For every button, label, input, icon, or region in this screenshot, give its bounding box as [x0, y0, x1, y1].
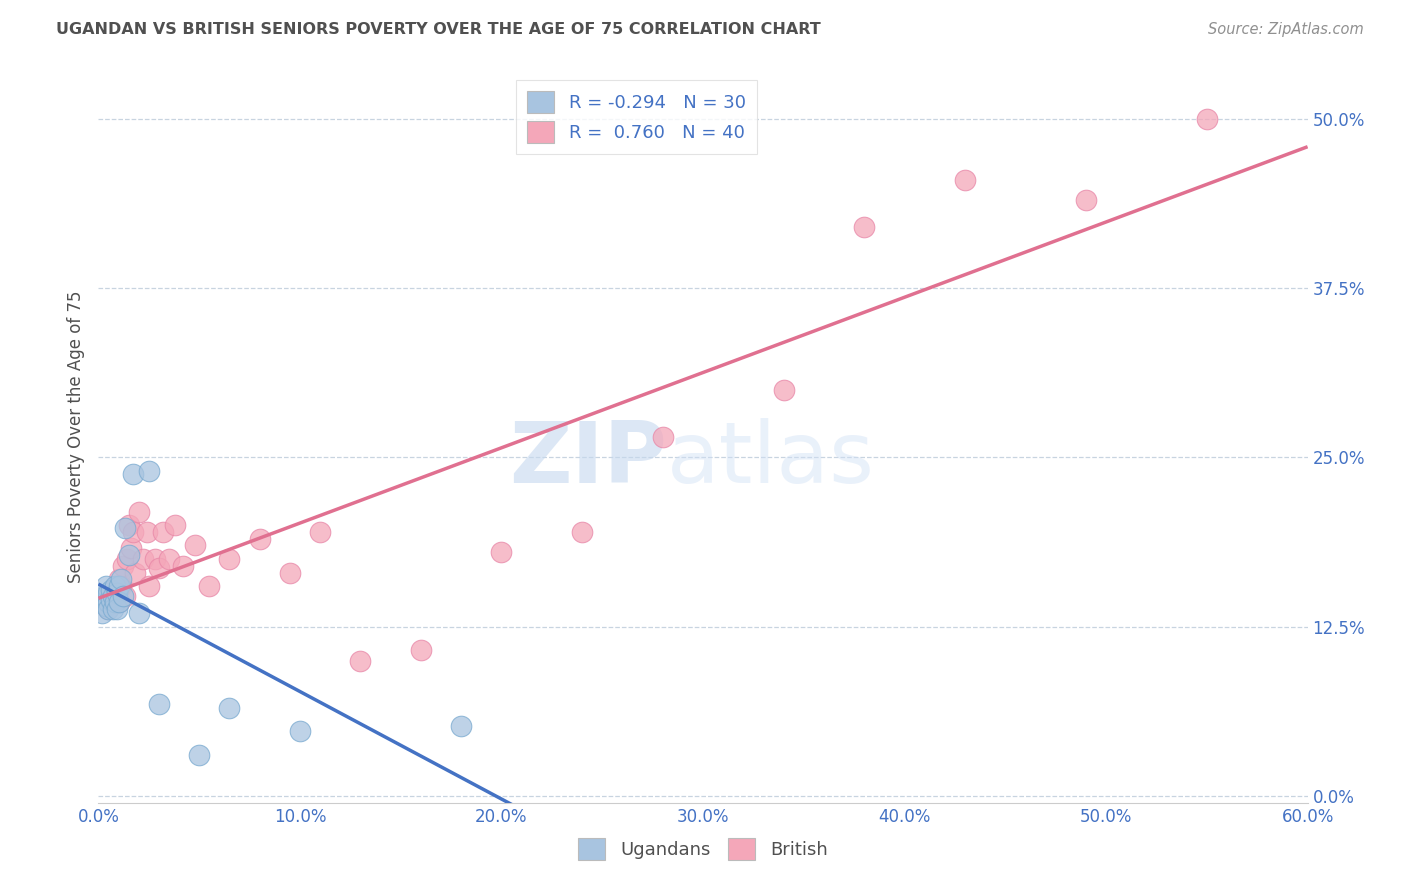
Point [132, 552, 155, 566]
Point [100, 583, 122, 598]
Point [103, 589, 125, 603]
Point [143, 552, 166, 566]
Point [101, 595, 124, 609]
Point [128, 505, 150, 519]
Point [100, 592, 122, 607]
Y-axis label: Seniors Poverty Over the Age of 75: Seniors Poverty Over the Age of 75 [66, 291, 84, 583]
Point [121, 467, 143, 481]
Point [97, 602, 120, 616]
Text: ZIP: ZIP [509, 417, 666, 500]
Point [138, 464, 160, 478]
Point [111, 558, 134, 573]
Point [110, 572, 132, 586]
Point [105, 586, 128, 600]
Point [103, 579, 125, 593]
Point [450, 718, 472, 732]
Point [288, 724, 311, 739]
Point [93, 589, 115, 603]
Point [107, 595, 129, 609]
Point [853, 220, 876, 235]
Point [97, 595, 120, 609]
Point [148, 697, 170, 711]
Point [218, 701, 240, 715]
Point [152, 524, 174, 539]
Point [188, 748, 211, 763]
Point [409, 642, 432, 657]
Point [91, 592, 114, 607]
Point [91, 606, 114, 620]
Point [114, 589, 136, 603]
Point [105, 602, 128, 616]
Point [491, 545, 513, 559]
Point [309, 524, 332, 539]
Point [157, 552, 180, 566]
Point [138, 579, 160, 593]
Point [118, 548, 141, 562]
Point [128, 606, 150, 620]
Point [198, 579, 221, 593]
Point [163, 518, 186, 533]
Point [107, 579, 129, 593]
Point [1074, 193, 1097, 207]
Point [96, 599, 118, 614]
Point [101, 589, 124, 603]
Text: UGANDAN VS BRITISH SENIORS POVERTY OVER THE AGE OF 75 CORRELATION CHART: UGANDAN VS BRITISH SENIORS POVERTY OVER … [56, 22, 821, 37]
Point [103, 595, 125, 609]
Point [1195, 112, 1218, 126]
Point [105, 579, 128, 593]
Point [135, 524, 157, 539]
Point [101, 602, 124, 616]
Point [148, 561, 170, 575]
Text: Source: ZipAtlas.com: Source: ZipAtlas.com [1208, 22, 1364, 37]
Point [121, 524, 143, 539]
Point [172, 558, 194, 573]
Point [110, 579, 132, 593]
Point [249, 532, 271, 546]
Point [111, 589, 134, 603]
Point [124, 566, 146, 580]
Point [120, 541, 142, 556]
Point [571, 524, 593, 539]
Text: atlas: atlas [666, 417, 875, 500]
Point [114, 521, 136, 535]
Point [118, 518, 141, 533]
Point [953, 172, 976, 186]
Point [772, 383, 794, 397]
Point [97, 602, 120, 616]
Legend: Ugandans, British: Ugandans, British [571, 830, 835, 867]
Point [96, 579, 118, 593]
Point [115, 552, 138, 566]
Point [349, 654, 371, 668]
Point [97, 586, 120, 600]
Point [278, 566, 301, 580]
Point [651, 430, 673, 444]
Point [107, 572, 129, 586]
Point [218, 552, 240, 566]
Point [184, 538, 207, 552]
Point [107, 595, 129, 609]
